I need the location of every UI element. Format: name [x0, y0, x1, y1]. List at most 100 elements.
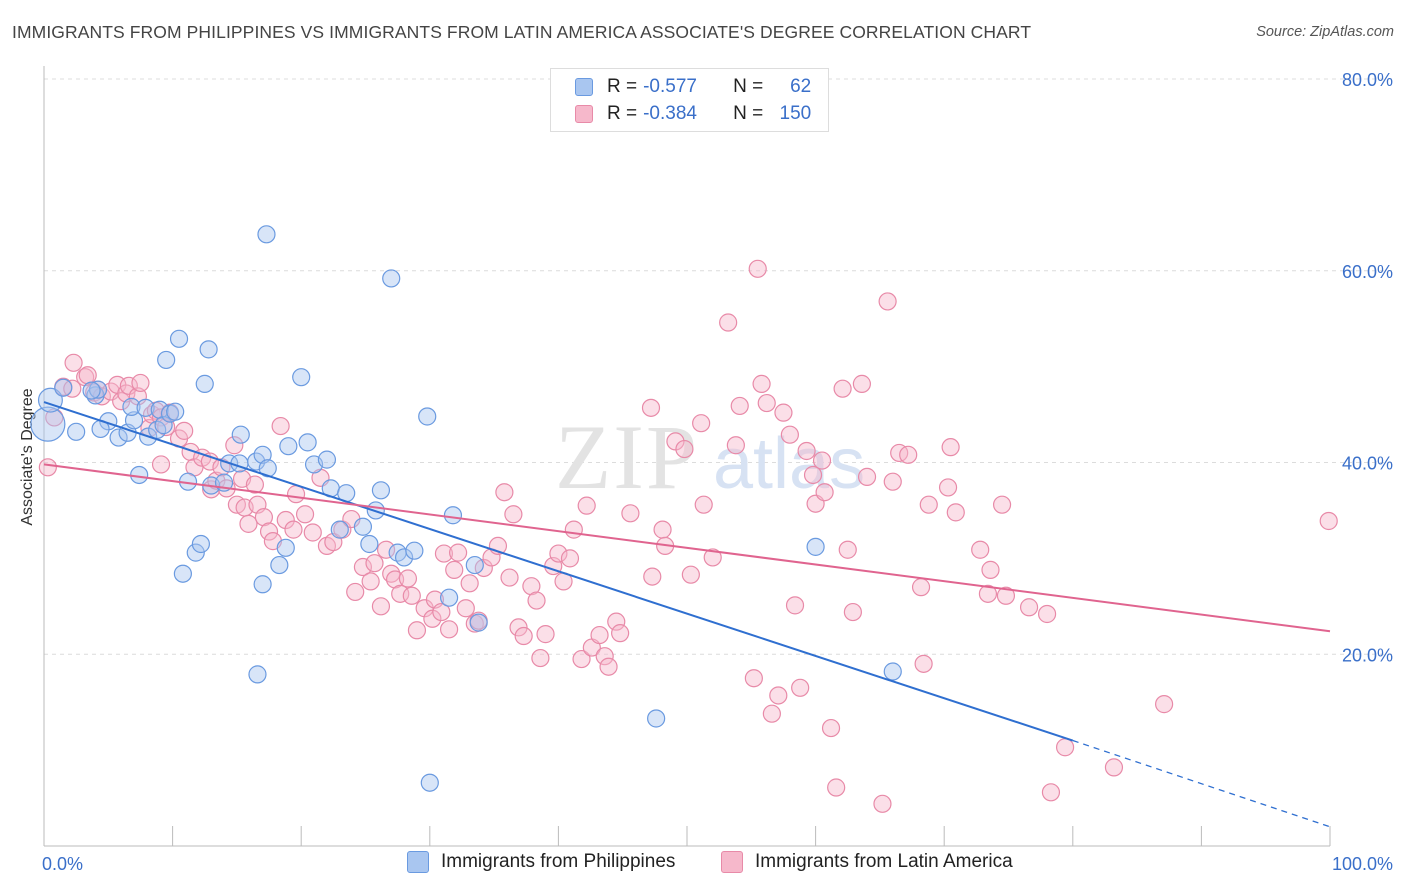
latin-america-point	[621, 504, 640, 523]
philippines-point	[330, 520, 349, 539]
latin-america-point	[911, 578, 931, 597]
latin-america-point	[572, 649, 591, 669]
latin-america-point	[175, 421, 194, 440]
philippines-point	[82, 381, 101, 400]
philippines-point	[270, 555, 289, 575]
latin-america-point	[653, 520, 672, 539]
y-tick-label: 80.0%	[1342, 70, 1393, 90]
latin-america-point	[978, 584, 998, 603]
y-tick-label: 60.0%	[1342, 262, 1393, 282]
tick-labels: 20.0% 40.0% 60.0% 80.0% 0.0% 100.0%	[42, 70, 1393, 874]
philippines-point	[276, 538, 295, 557]
philippines-point	[279, 437, 298, 456]
latin-america-trend-line	[43, 463, 1331, 633]
philippines-point	[154, 416, 173, 435]
latin-america-point	[590, 625, 609, 645]
latin-america-point	[346, 582, 365, 602]
latin-america-point	[797, 441, 816, 461]
latin-america-point	[423, 609, 442, 628]
latin-america-point	[536, 625, 555, 644]
philippines-point	[298, 433, 317, 452]
latin-america-point	[744, 669, 763, 688]
latin-america-point	[549, 544, 568, 563]
latin-america-point	[1041, 783, 1061, 802]
philippines-point	[248, 665, 267, 684]
latin-america-point	[1055, 738, 1075, 757]
latin-america-point	[460, 574, 479, 593]
philippines-point	[88, 380, 108, 399]
latin-america-point	[883, 472, 902, 491]
philippines-trend-line	[43, 401, 1074, 742]
r-value: -0.384	[643, 103, 697, 124]
legend-item-philippines[interactable]: Immigrants from Philippines	[407, 851, 675, 873]
x-tick-label: 0.0%	[42, 854, 83, 874]
latin-america-point	[992, 495, 1012, 514]
philippines-point	[439, 588, 459, 607]
philippines-point	[317, 450, 337, 469]
latin-america-point	[239, 514, 258, 533]
latin-america-point	[284, 520, 303, 539]
latin-america-point	[371, 597, 391, 616]
stats-row-latin-america: R = -0.384 N = 150	[551, 101, 811, 127]
latin-america-point	[64, 353, 83, 372]
philippines-point	[195, 374, 214, 393]
latin-america-point	[1037, 604, 1057, 624]
latin-america-point	[448, 543, 468, 562]
latin-america-point	[514, 626, 533, 646]
latin-america-point	[762, 704, 781, 723]
philippines-point	[173, 564, 192, 583]
n-label: N =	[733, 76, 764, 97]
axes	[43, 66, 1331, 847]
latin-america-point	[271, 416, 290, 436]
latin-america-point	[1155, 695, 1174, 714]
latin-america-point	[719, 313, 738, 332]
philippines-point	[231, 425, 250, 444]
latin-america-point	[407, 621, 427, 640]
latin-america-point	[946, 503, 965, 522]
philippines-point	[360, 534, 379, 554]
philippines-point	[130, 465, 149, 485]
latin-america-point	[726, 436, 745, 455]
philippines-point	[418, 407, 437, 426]
latin-america-point	[78, 366, 97, 385]
latin-america-point	[938, 478, 958, 497]
latin-america-point	[522, 577, 541, 596]
philippines-swatch	[575, 78, 593, 96]
latin-america-point	[857, 467, 877, 486]
philippines-point	[122, 397, 141, 416]
latin-america-point	[827, 778, 846, 797]
philippines-point	[371, 481, 391, 500]
latin-america-point	[852, 374, 871, 393]
latin-america-point	[1104, 758, 1124, 777]
philippines-point	[124, 411, 144, 430]
latin-america-point	[365, 554, 384, 573]
latin-america-point	[504, 505, 523, 524]
latin-america-point	[1319, 511, 1338, 531]
n-value: 150	[779, 103, 812, 124]
legend-item-latin-america[interactable]: Immigrants from Latin America	[721, 851, 1013, 873]
philippines-trend-extension	[1072, 739, 1331, 828]
latin-america-point	[780, 425, 799, 444]
philippines-point	[253, 575, 272, 594]
grid-lines	[44, 78, 1392, 655]
latin-america-point	[402, 586, 421, 605]
latin-america-swatch	[721, 851, 743, 873]
latin-america-point	[376, 540, 396, 559]
latin-america-point	[821, 718, 841, 738]
x-tick-label: 100.0%	[1332, 854, 1393, 874]
latin-america-point	[803, 465, 823, 485]
legend-label: Immigrants from Philippines	[441, 851, 676, 872]
philippines-point	[394, 548, 414, 567]
y-tick-label: 40.0%	[1342, 454, 1393, 474]
latin-america-point	[527, 591, 546, 610]
latin-america-point	[385, 570, 405, 589]
latin-america-point	[899, 445, 918, 464]
philippines-point	[647, 709, 666, 728]
latin-america-point	[181, 442, 200, 462]
latin-america-point	[456, 599, 475, 618]
latin-america-point	[748, 259, 767, 278]
latin-america-point	[353, 557, 373, 577]
philippines-point	[247, 452, 266, 471]
latin-america-point	[791, 678, 810, 697]
y-tick-label: 20.0%	[1342, 645, 1393, 665]
